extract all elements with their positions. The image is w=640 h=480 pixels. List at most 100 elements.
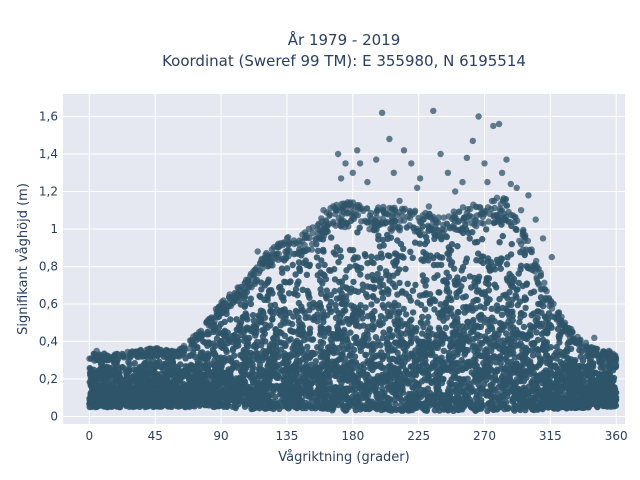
data-point <box>317 338 324 346</box>
data-point <box>321 261 328 269</box>
data-point <box>419 330 426 337</box>
data-point <box>306 307 313 314</box>
data-point <box>250 317 257 324</box>
data-point <box>420 257 427 265</box>
data-point <box>392 339 399 346</box>
data-point <box>341 355 349 362</box>
data-point <box>347 352 354 359</box>
data-point <box>331 334 338 341</box>
data-point <box>351 353 359 360</box>
data-point <box>385 312 392 319</box>
data-point <box>376 265 384 272</box>
data-point <box>515 270 522 277</box>
data-point <box>404 280 411 287</box>
data-point <box>403 367 410 374</box>
data-point <box>405 399 413 407</box>
data-point <box>360 335 367 342</box>
data-point <box>437 301 444 308</box>
data-point <box>456 287 463 294</box>
data-point <box>597 389 604 396</box>
data-point <box>139 381 147 388</box>
data-point <box>552 391 559 398</box>
data-point <box>296 267 304 275</box>
data-point <box>460 275 468 283</box>
data-point <box>529 396 537 404</box>
data-point <box>577 353 584 360</box>
data-point <box>374 390 382 398</box>
data-point <box>326 267 333 274</box>
data-point <box>473 296 480 304</box>
data-point <box>466 384 473 391</box>
data-point <box>394 349 401 357</box>
data-point <box>563 359 570 366</box>
data-point <box>246 352 253 359</box>
data-point <box>534 336 542 344</box>
data-point <box>409 254 416 261</box>
data-point <box>419 272 426 279</box>
data-point <box>364 371 371 378</box>
data-point <box>379 355 386 362</box>
data-point <box>522 304 529 312</box>
data-point <box>315 305 322 312</box>
data-point <box>612 361 620 369</box>
data-point <box>349 247 357 254</box>
data-point <box>484 258 491 265</box>
data-point <box>357 264 365 272</box>
data-point <box>414 383 421 390</box>
data-point <box>514 286 521 293</box>
data-point <box>398 289 405 296</box>
data-point <box>295 259 303 266</box>
data-point <box>374 270 381 278</box>
data-point <box>95 375 102 383</box>
data-point <box>369 401 377 408</box>
data-point <box>349 387 356 394</box>
data-point <box>529 386 537 394</box>
data-point <box>380 304 388 311</box>
data-point <box>406 318 414 325</box>
data-point <box>303 271 311 278</box>
data-point <box>539 302 547 310</box>
data-point <box>470 378 478 385</box>
data-point <box>411 239 419 246</box>
data-point <box>527 289 535 297</box>
data-point <box>518 342 526 350</box>
data-point <box>472 363 480 371</box>
data-point <box>314 247 322 254</box>
data-point <box>445 244 452 251</box>
data-point <box>254 354 261 362</box>
data-point <box>380 242 387 249</box>
data-point <box>147 385 155 392</box>
chart-title: År 1979 - 2019 <box>288 30 401 49</box>
data-point <box>379 289 387 296</box>
data-point <box>566 385 573 392</box>
data-point <box>442 324 450 331</box>
data-point <box>359 286 366 294</box>
data-point <box>307 386 314 394</box>
data-point <box>425 257 432 264</box>
data-point <box>168 382 175 389</box>
data-point <box>438 365 445 372</box>
data-point <box>486 296 493 303</box>
data-point <box>379 320 386 327</box>
data-point <box>332 301 339 309</box>
data-point <box>337 253 345 261</box>
data-point <box>439 254 446 261</box>
data-point <box>200 371 207 378</box>
data-point <box>586 402 593 409</box>
data-point <box>170 370 177 377</box>
data-point <box>408 390 415 397</box>
data-point <box>402 330 409 337</box>
data-point <box>498 320 505 327</box>
data-point <box>417 393 425 401</box>
data-point <box>382 376 389 383</box>
data-point <box>607 399 615 407</box>
data-point <box>216 380 223 387</box>
data-point <box>471 342 478 349</box>
data-point <box>242 310 249 317</box>
data-point <box>491 281 498 288</box>
data-point <box>307 377 314 385</box>
data-point <box>488 398 495 405</box>
data-point <box>400 340 408 347</box>
data-point <box>476 376 483 384</box>
data-point <box>382 268 390 275</box>
